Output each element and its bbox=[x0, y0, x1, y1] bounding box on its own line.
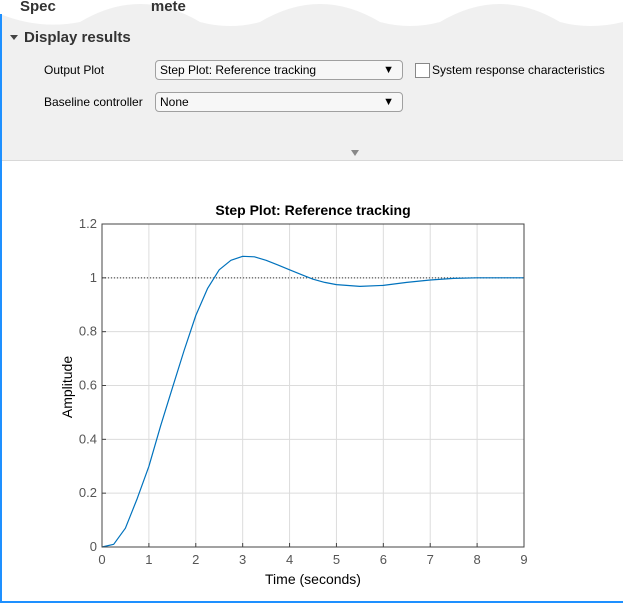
output-plot-dropdown[interactable]: Step Plot: Reference tracking ▼ bbox=[155, 60, 403, 80]
section-title: Display results bbox=[24, 29, 131, 46]
triangle-down-icon: ▼ bbox=[383, 64, 394, 76]
collapse-arrow-icon[interactable] bbox=[351, 150, 359, 156]
display-results-header[interactable]: Display results bbox=[10, 29, 131, 46]
settings-panel bbox=[0, 0, 623, 161]
step-response-line bbox=[101, 255, 524, 548]
y-tick-label: 0.6 bbox=[79, 378, 97, 393]
cut-section-title: Spec mete bbox=[20, 0, 186, 15]
baseline-controller-dropdown[interactable]: None ▼ bbox=[155, 92, 403, 112]
torn-edge bbox=[0, 0, 623, 26]
step-plot: Step Plot: Reference tracking Time (seco… bbox=[59, 202, 528, 587]
y-axis-label: Amplitude bbox=[59, 356, 75, 418]
x-tick-label: 4 bbox=[286, 552, 293, 567]
output-plot-label: Output Plot bbox=[44, 63, 105, 77]
focus-border-bottom bbox=[0, 601, 623, 603]
x-tick-label: 2 bbox=[192, 552, 199, 567]
y-tick-label: 0.2 bbox=[79, 485, 97, 500]
x-tick-label: 7 bbox=[427, 552, 434, 567]
chart-title: Step Plot: Reference tracking bbox=[215, 202, 410, 218]
x-tick-label: 3 bbox=[239, 552, 246, 567]
y-tick-label: 1 bbox=[90, 270, 97, 285]
x-axis-label: Time (seconds) bbox=[265, 571, 361, 587]
x-tick-label: 6 bbox=[380, 552, 387, 567]
triangle-down-icon: ▼ bbox=[383, 96, 394, 108]
y-tick-label: 0.8 bbox=[79, 324, 97, 339]
y-tick-label: 0.4 bbox=[79, 431, 97, 446]
baseline-value: None bbox=[160, 95, 189, 109]
cut-title-left: Spec bbox=[20, 0, 56, 15]
x-tick-label: 5 bbox=[333, 552, 340, 567]
caret-down-icon bbox=[10, 35, 18, 40]
focus-border bbox=[0, 14, 2, 603]
x-tick-label: 8 bbox=[473, 552, 480, 567]
y-tick-label: 0 bbox=[90, 539, 97, 554]
system-response-checkbox[interactable] bbox=[415, 63, 430, 78]
axes-box bbox=[101, 223, 525, 548]
x-tick-label: 1 bbox=[145, 552, 152, 567]
x-tick-label: 9 bbox=[520, 552, 527, 567]
cut-title-right: mete bbox=[150, 0, 186, 15]
y-tick-label: 1.2 bbox=[79, 216, 97, 231]
baseline-controller-label: Baseline controller bbox=[44, 95, 143, 109]
plot-group: 0 1 2 3 4 5 6 7 8 9 0 0.2 0.4 0.6 0.8 1 1.2 bbox=[79, 216, 528, 567]
checkbox-label[interactable]: System response characteristics bbox=[432, 63, 605, 77]
x-tick-label: 0 bbox=[98, 552, 105, 567]
output-plot-value: Step Plot: Reference tracking bbox=[160, 63, 317, 77]
